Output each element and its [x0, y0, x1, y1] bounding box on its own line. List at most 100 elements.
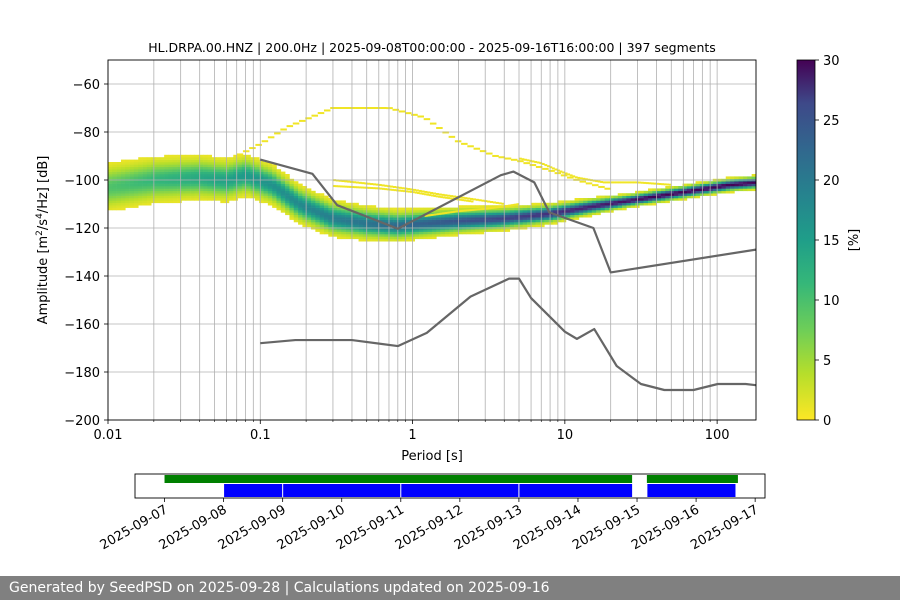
- heatmap-cell: [406, 210, 411, 213]
- heatmap-sparse-cell: [567, 176, 574, 179]
- heatmap-cell: [324, 205, 329, 208]
- heatmap-sparse-cell: [389, 188, 392, 191]
- colorbar-tick-label: 0: [823, 414, 831, 429]
- heatmap-cell: [695, 186, 701, 189]
- heatmap-cell: [125, 166, 130, 170]
- heatmap-sparse-cell: [349, 185, 352, 188]
- x-tick-label: 100: [705, 428, 730, 443]
- heatmap-cell: [190, 195, 195, 199]
- heatmap-sparse-cell: [426, 193, 430, 196]
- heatmap-cell: [133, 188, 139, 192]
- heatmap-cell: [682, 193, 688, 196]
- heatmap-cell: [574, 210, 580, 213]
- heatmap-cell: [198, 198, 204, 201]
- heatmap-cell: [181, 183, 187, 187]
- heatmap-sparse-cell: [419, 192, 423, 195]
- heatmap-cell: [332, 224, 338, 228]
- heatmap-cell: [267, 186, 273, 189]
- heatmap-cell: [371, 212, 377, 216]
- heatmap-cell: [190, 159, 195, 163]
- heatmap-cell: [129, 181, 135, 184]
- heatmap-sparse-cell: [423, 118, 431, 121]
- heatmap-cell: [241, 181, 247, 184]
- heatmap-sparse-cell: [569, 174, 573, 177]
- heatmap-cell: [358, 205, 364, 208]
- heatmap-cell: [388, 238, 394, 242]
- heatmap-cell: [125, 190, 130, 194]
- heatmap-cell: [254, 159, 260, 163]
- heatmap-cell: [298, 210, 303, 213]
- heatmap-sparse-cell: [617, 181, 621, 184]
- heatmap-cell: [228, 195, 234, 199]
- heatmap-cell: [540, 222, 545, 225]
- heatmap-cell: [578, 214, 584, 218]
- heatmap-cell: [457, 205, 463, 208]
- heatmap-cell: [444, 217, 450, 220]
- x-axis-label: Period [s]: [401, 449, 463, 464]
- heatmap-cell: [341, 236, 346, 240]
- heatmap-sparse-cell: [391, 188, 395, 191]
- heatmap-cell: [432, 229, 437, 232]
- heatmap-cell: [419, 234, 424, 237]
- availability-bar: [646, 475, 738, 483]
- heatmap-cell: [172, 159, 178, 163]
- heatmap-sparse-cell: [375, 183, 379, 186]
- heatmap-cell: [241, 174, 247, 177]
- heatmap-cell: [514, 205, 519, 208]
- heatmap-cell: [220, 157, 225, 160]
- heatmap-cell: [319, 214, 325, 218]
- heatmap-cell: [211, 166, 217, 170]
- heatmap-cell: [220, 193, 225, 196]
- heatmap-cell: [552, 205, 558, 208]
- heatmap-cell: [393, 236, 398, 240]
- psd-plot-area: 0.01 0.1 1 10 100 −60−80−100−120−140−160−180…: [35, 59, 757, 464]
- heatmap-cell: [116, 198, 122, 201]
- heatmap-sparse-cell: [638, 181, 642, 184]
- heatmap-cell: [419, 212, 424, 216]
- heatmap-cell: [479, 219, 485, 223]
- heatmap-cell: [397, 212, 403, 216]
- heatmap-sparse-cell: [496, 206, 499, 209]
- heatmap-cell: [146, 190, 152, 194]
- heatmap-cell: [440, 210, 446, 213]
- heatmap-sparse-cell: [557, 169, 560, 172]
- heatmap-cell: [319, 212, 325, 216]
- heatmap-cell: [237, 162, 243, 165]
- heatmap-cell: [565, 212, 571, 216]
- heatmap-sparse-cell: [615, 181, 619, 184]
- heatmap-cell: [233, 198, 238, 201]
- heatmap-cell: [367, 214, 372, 218]
- heatmap-cell: [492, 217, 498, 220]
- heatmap-cell: [155, 157, 161, 160]
- heatmap-cell: [146, 176, 152, 180]
- heatmap-cell: [125, 181, 130, 184]
- heatmap-cell: [241, 169, 247, 172]
- heatmap-cell: [332, 231, 338, 235]
- heatmap-cell: [751, 181, 756, 184]
- heatmap-cell: [216, 166, 221, 170]
- heatmap-cell: [324, 219, 329, 223]
- heatmap-cell: [578, 212, 584, 216]
- heatmap-cell: [155, 176, 161, 180]
- heatmap-sparse-cell: [493, 206, 496, 209]
- heatmap-cell: [747, 188, 752, 192]
- heatmap-cell: [656, 200, 662, 204]
- heatmap-cell: [457, 219, 463, 223]
- heatmap-sparse-cell: [492, 154, 499, 157]
- heatmap-cell: [159, 195, 165, 199]
- heatmap-cell: [367, 207, 372, 211]
- heatmap-cell: [332, 219, 338, 223]
- heatmap-cell: [259, 193, 264, 196]
- heatmap-cell: [112, 171, 117, 175]
- heatmap-sparse-cell: [435, 195, 439, 198]
- heatmap-cell: [302, 198, 308, 201]
- heatmap-cell: [298, 222, 303, 225]
- heatmap-cell: [155, 181, 161, 184]
- heatmap-cell: [172, 193, 178, 196]
- heatmap-cell: [673, 198, 679, 201]
- heatmap-cell: [241, 190, 247, 194]
- heatmap-cell: [479, 214, 485, 218]
- heatmap-cell: [138, 159, 143, 163]
- heatmap-cell: [660, 200, 666, 204]
